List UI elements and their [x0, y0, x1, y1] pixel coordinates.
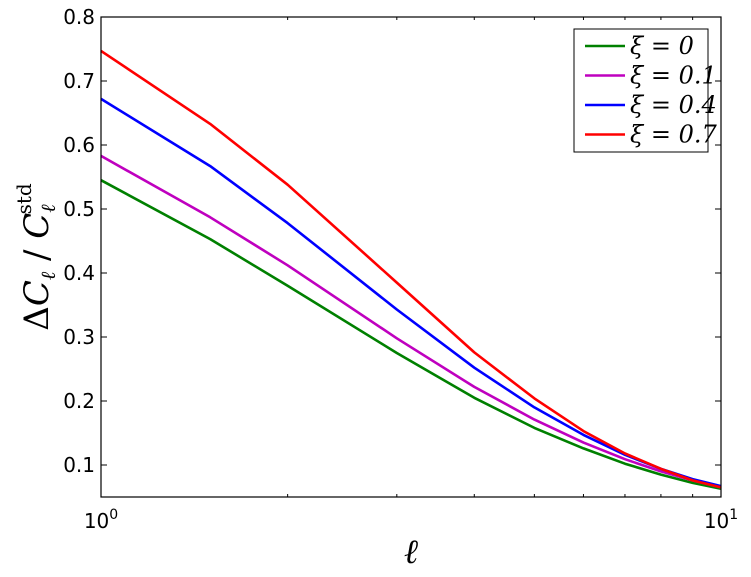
- legend-label-1: ξ = 0.1: [630, 62, 717, 90]
- y-label-sub2: ℓ: [36, 204, 60, 213]
- x-axis-label: ℓ: [404, 532, 418, 572]
- series-line-0: [100, 179, 722, 490]
- y-label-sub1: ℓ: [36, 271, 60, 280]
- legend-label-3: ξ = 0.7: [630, 121, 717, 149]
- legend-entries: ξ = 0ξ = 0.1ξ = 0.4ξ = 0.7: [585, 32, 717, 149]
- y-tick-label: 0.5: [63, 197, 95, 221]
- y-tick-label: 0.7: [63, 69, 95, 93]
- series-line-1: [100, 154, 722, 489]
- y-axis-label: ΔCℓ / Cℓstd: [12, 183, 60, 331]
- legend: ξ = 0ξ = 0.1ξ = 0.4ξ = 0.7: [573, 28, 717, 153]
- x-tick-label: 101: [704, 507, 738, 533]
- legend-label-2: ξ = 0.4: [630, 91, 717, 119]
- y-tick-label: 0.8: [63, 5, 95, 29]
- plot-frame: [100, 16, 722, 498]
- y-tick-label: 0.6: [63, 133, 95, 157]
- series-layer: [100, 49, 722, 490]
- ticks-layer: 0.1 0.2 0.3 0.4 0.5 0.6 0.7 0.8 100 101: [63, 5, 738, 533]
- y-tick-label: 0.3: [63, 325, 95, 349]
- legend-box: [573, 28, 709, 153]
- y-label-sup2: std: [12, 183, 36, 214]
- y-label-delta: Δ: [17, 306, 57, 331]
- y-label-slash: /: [17, 239, 57, 272]
- x-tick-label: 100: [84, 507, 118, 533]
- series-line-3: [100, 49, 722, 489]
- y-label-c1: C: [17, 280, 57, 306]
- legend-label-0: ξ = 0: [630, 32, 694, 60]
- y-tick-label: 0.1: [63, 453, 95, 477]
- y-tick-label: 0.4: [63, 261, 95, 285]
- y-tick-label: 0.2: [63, 389, 95, 413]
- y-label-c2: C: [17, 213, 57, 239]
